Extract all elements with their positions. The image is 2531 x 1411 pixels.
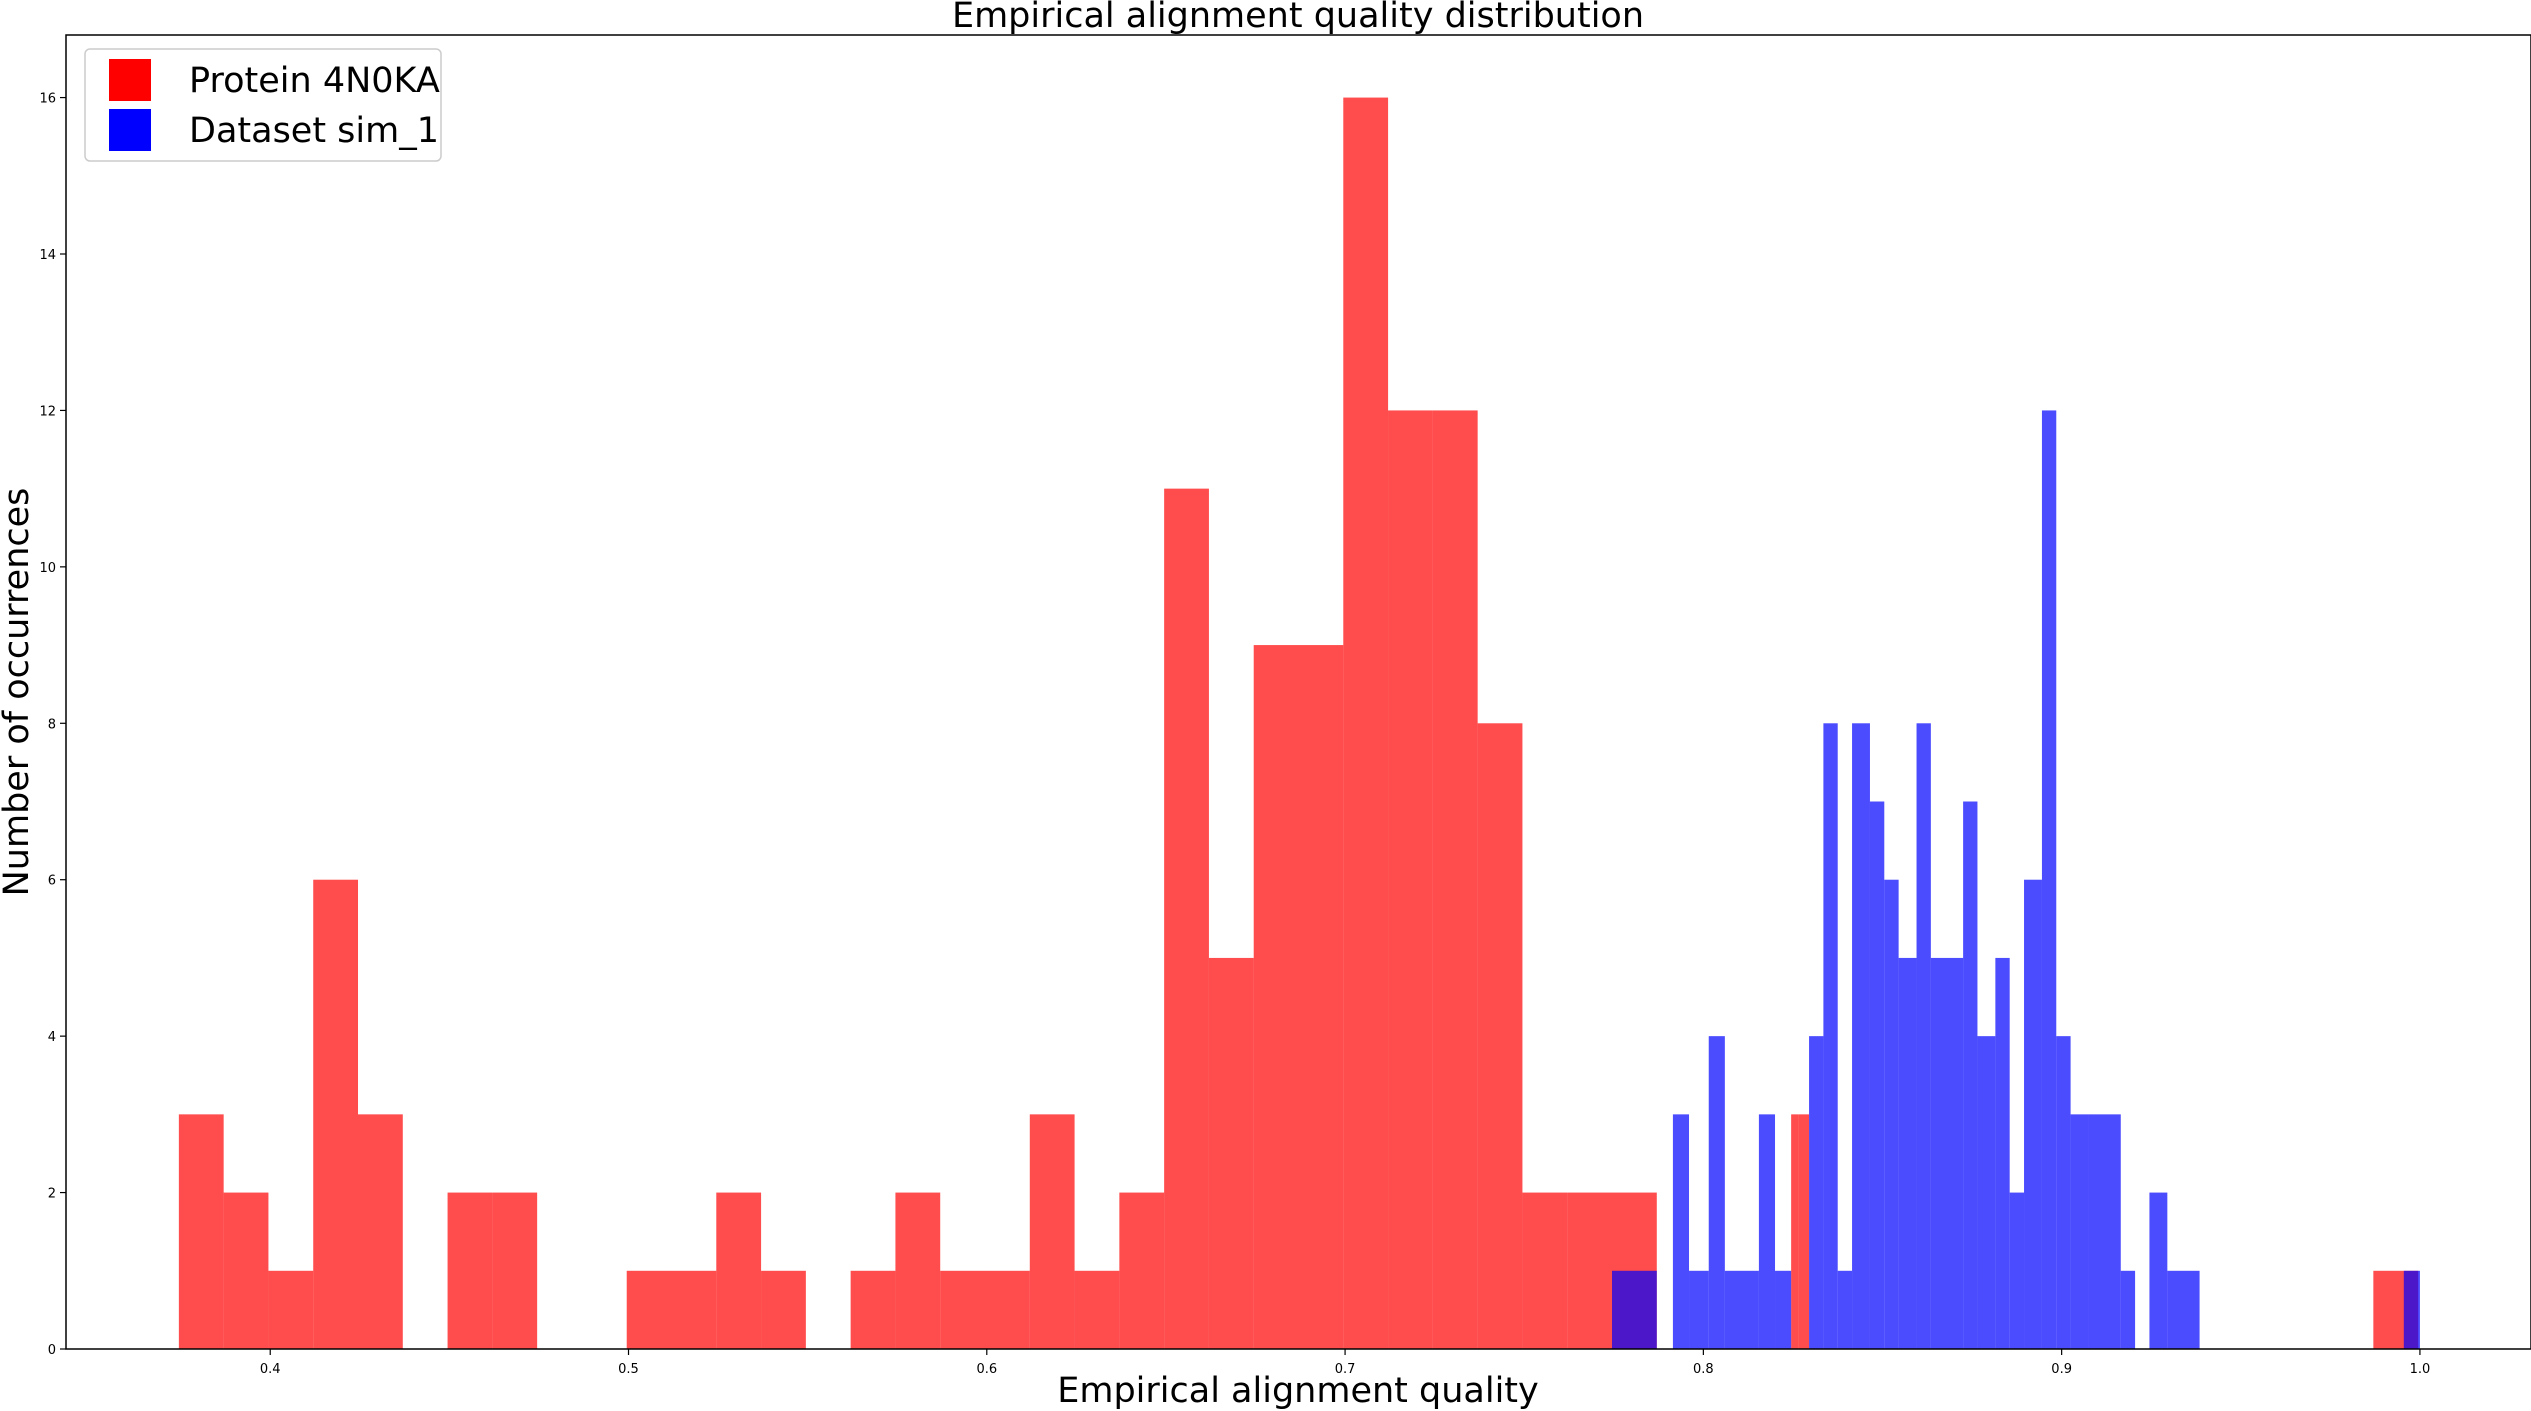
protein-bar-34: [1798, 1114, 1810, 1349]
dataset-bar-2: [1689, 1270, 1709, 1349]
protein-bar-16: [895, 1192, 941, 1349]
x-tick-label-0: 0.4: [260, 1362, 281, 1377]
dataset-bar-7: [1809, 1036, 1824, 1349]
chart-title: Empirical alignment quality distribution: [952, 0, 1644, 36]
protein-bar-2: [268, 1270, 314, 1349]
protein-bar-20: [1074, 1270, 1120, 1349]
dataset-bar-9: [1837, 1270, 1853, 1349]
y-axis-ticks: 0 2 4 6 8 10 12 14 16: [39, 92, 66, 1358]
dataset-bar-14: [1916, 723, 1931, 1349]
protein-bar-10: [626, 1270, 672, 1349]
dataset-bar-25: [2120, 1270, 2136, 1349]
legend: Protein 4N0KA Dataset sim_1: [84, 48, 442, 162]
dataset-bar-15: [1930, 957, 1964, 1349]
dataset-bar-0: [1612, 1270, 1657, 1349]
x-tick-label-6: 1.0: [2410, 1362, 2431, 1377]
dataset-bar-28: [2167, 1270, 2200, 1349]
dataset-bar-1: [1672, 1114, 1690, 1349]
dataset-bar-12: [1884, 879, 1899, 1349]
legend-label-dataset: Dataset sim_1: [189, 111, 439, 151]
dataset-bar-3: [1708, 1036, 1725, 1349]
y-axis-title: Number of occurrences: [0, 488, 37, 897]
dataset-bar-24: [2088, 1114, 2121, 1349]
legend-label-protein: Protein 4N0KA: [189, 61, 440, 101]
dataset-bar-21: [2041, 410, 2057, 1349]
x-tick-label-4: 0.8: [1693, 1362, 1714, 1377]
protein-bar-1: [223, 1192, 269, 1349]
protein-bar-3: [313, 879, 359, 1349]
protein-bar-29: [1477, 723, 1523, 1349]
dataset-bar-29: [2403, 1270, 2420, 1349]
protein-bar-25: [1298, 645, 1344, 1349]
dataset-bar-5: [1758, 1114, 1776, 1349]
protein-bar-27: [1388, 410, 1433, 1349]
protein-bar-15: [850, 1270, 896, 1349]
x-axis-title: Empirical alignment quality: [1057, 1371, 1539, 1411]
y-tick-label-2: 4: [48, 1030, 56, 1045]
x-tick-label-1: 0.5: [618, 1362, 639, 1377]
dataset-bar-8: [1823, 723, 1838, 1349]
series-protein-bars: [178, 97, 2419, 1350]
protein-bar-13: [761, 1270, 806, 1349]
y-tick-label-5: 10: [39, 561, 56, 576]
dataset-bar-18: [1995, 957, 2010, 1349]
protein-bar-28: [1432, 410, 1478, 1349]
protein-bar-21: [1119, 1192, 1165, 1349]
protein-bar-30: [1522, 1192, 1568, 1349]
y-tick-label-3: 6: [48, 874, 56, 889]
protein-bar-33: [1791, 1114, 1799, 1349]
protein-bar-23: [1208, 957, 1254, 1349]
x-axis-ticks: 0.4 0.5 0.6 0.7 0.8 0.9 1.0: [260, 1349, 2430, 1377]
dataset-bar-13: [1898, 957, 1917, 1349]
dataset-bar-17: [1977, 1036, 1996, 1349]
series-dataset-bars: [1612, 410, 2420, 1349]
dataset-bar-27: [2149, 1192, 2168, 1349]
x-tick-label-3: 0.7: [1335, 1362, 1356, 1377]
legend-swatch-dataset: [109, 109, 151, 151]
x-tick-label-5: 0.9: [2051, 1362, 2072, 1377]
dataset-bar-10: [1852, 723, 1870, 1349]
protein-bar-6: [447, 1192, 493, 1349]
protein-bar-0: [178, 1114, 224, 1349]
dataset-bar-20: [2024, 879, 2042, 1349]
plot-frame: [65, 34, 2531, 1350]
y-tick-label-6: 12: [39, 404, 56, 419]
y-tick-label-1: 2: [48, 1187, 56, 1202]
dataset-bar-4: [1724, 1270, 1759, 1349]
dataset-bar-23: [2070, 1114, 2089, 1349]
protein-bar-4: [358, 1114, 403, 1349]
protein-bar-22: [1164, 488, 1209, 1349]
protein-bar-19: [1029, 1114, 1075, 1349]
dataset-bar-16: [1963, 801, 1978, 1349]
legend-frame: [84, 48, 442, 162]
dataset-bar-22: [2056, 1036, 2071, 1349]
protein-bar-31: [1567, 1192, 1612, 1349]
protein-bar-17: [940, 1270, 986, 1349]
x-tick-label-2: 0.6: [976, 1362, 997, 1377]
dataset-bar-11: [1869, 801, 1885, 1349]
legend-swatch-protein: [109, 59, 151, 101]
y-tick-label-7: 14: [39, 248, 56, 263]
protein-bar-11: [671, 1270, 717, 1349]
protein-bar-26: [1343, 97, 1389, 1350]
dataset-bar-19: [2009, 1192, 2025, 1349]
protein-bar-12: [716, 1192, 762, 1349]
y-tick-label-0: 0: [48, 1343, 56, 1358]
protein-bar-7: [492, 1192, 538, 1349]
dataset-bar-6: [1775, 1270, 1792, 1349]
y-tick-label-8: 16: [39, 92, 56, 107]
protein-bar-24: [1253, 645, 1299, 1349]
y-tick-label-4: 8: [48, 717, 56, 732]
protein-bar-18: [985, 1270, 1030, 1349]
